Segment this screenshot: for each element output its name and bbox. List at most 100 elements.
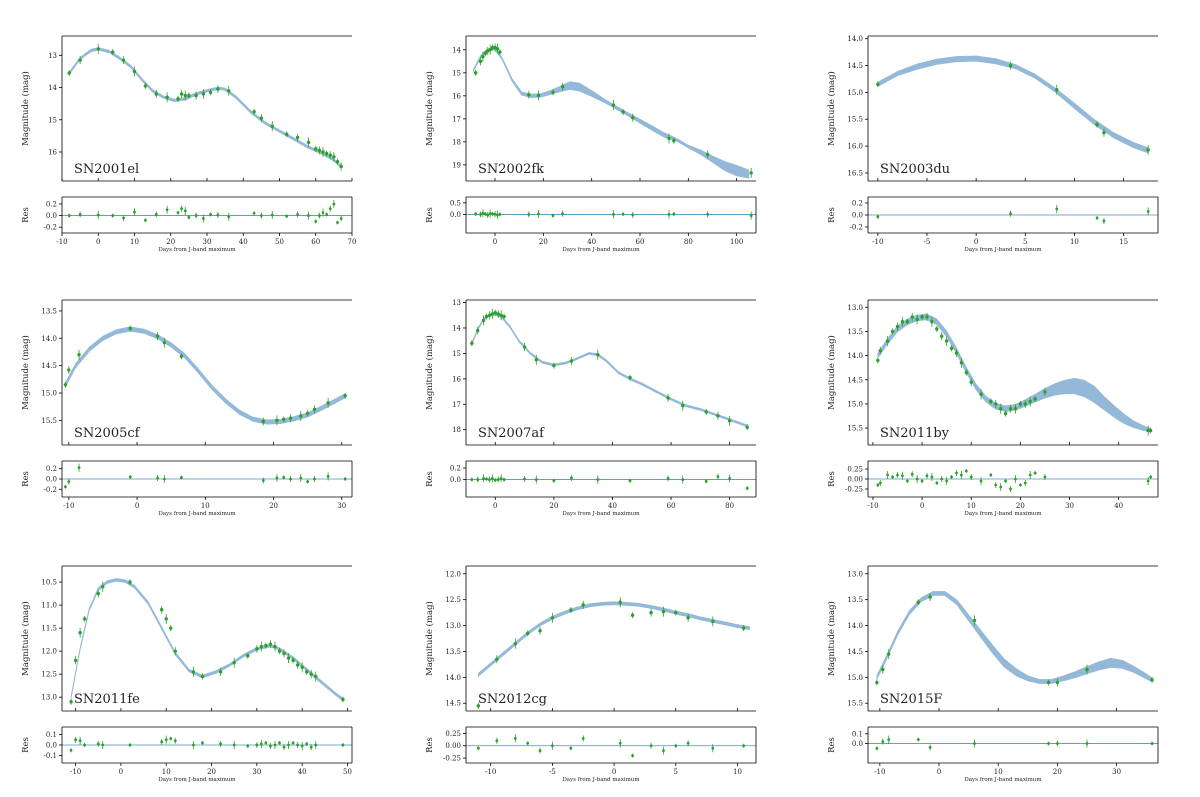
x-tick-label: -10 [56,238,67,246]
x-tick-label: -10 [485,768,496,776]
x-tick-label: 0 [493,238,497,246]
data-point [194,93,198,98]
sn-label: SN2001el [74,162,139,177]
residual-point [901,474,904,478]
data-point [1046,680,1051,685]
residual-point [1043,475,1047,479]
residual-point [570,476,573,480]
residual-point [470,478,474,481]
mag-tick-label: 15.5 [847,700,863,708]
mag-tick-label: 15.5 [41,417,57,425]
data-point [745,425,749,429]
panel-sn2005cf: 13.5 14.0 14.5 15.0 15.5 SN2005cf Magnitude (m… [20,299,353,517]
data-point [920,315,924,319]
residual-point [496,478,500,481]
data-point [275,418,279,423]
residual-point [930,475,934,479]
data-point [560,84,565,89]
residual-point [287,743,290,747]
x-tick-label: 20 [1053,768,1062,776]
data-point [999,407,1003,411]
data-point [77,353,81,357]
data-point [513,641,518,646]
data-point [321,150,325,154]
data-point [305,411,310,415]
data-point [1043,390,1047,394]
data-point [944,339,949,343]
data-point [1148,428,1153,433]
data-point [1055,88,1059,92]
residual-point [164,738,168,742]
x-tick-label: 0 [974,238,978,246]
residual-point [1146,210,1150,213]
data-point [484,314,489,319]
data-point [82,617,87,621]
residual-point [128,743,132,747]
res-tick-label: -0.2 [44,486,58,494]
res-tick-label: 0.0 [852,212,863,220]
residual-point [307,214,310,217]
residual-point [270,213,274,217]
data-point [552,363,556,368]
residual-point [332,202,336,206]
data-point [881,667,885,672]
data-point [1085,667,1089,672]
data-point [96,47,100,51]
data-point [596,352,600,357]
sn-label: SN2007af [478,426,545,441]
x-tick-label: 0 [612,768,616,776]
residual-point [916,738,920,742]
res-tick-label: 0.2 [46,465,57,473]
residual-point [896,473,899,477]
mag-tick-label: 12.5 [41,671,57,679]
model-band [477,601,751,677]
data-point [1008,407,1013,411]
mag-tick-label: 13.5 [847,596,863,604]
data-point [259,644,264,649]
x-tick-label: 30 [1112,768,1121,776]
x-tick-label: -5 [924,238,931,246]
mag-axis-label: Magnitude (mag) [826,601,837,676]
residual-point [621,212,625,216]
x-tick-label: 30 [337,502,346,510]
data-point [895,324,900,329]
res-tick-label: 0.2 [450,464,461,472]
residual-point [513,736,517,740]
residual-point [227,215,231,219]
x-axis-label: Days from J-band maximum [158,247,236,253]
x-tick-label: 0 [493,502,497,510]
res-axis-label: Res [21,471,31,487]
residual-point [474,212,478,216]
mag-tick-label: 18 [452,426,461,434]
data-point [495,657,499,661]
residual-point [1033,471,1037,475]
residual-point [326,475,330,478]
mag-tick-label: 18 [452,138,461,146]
residual-point [1014,477,1017,481]
data-point [264,643,268,648]
residual-point [305,742,309,746]
panel-sn2001el: 13 14 15 16 SN2001el Magnitude (mag) -0.2 0.0 0.… [20,35,356,253]
data-point [481,55,485,59]
x-axis-label: Days from J-band maximum [158,511,236,517]
x-tick-label: 10 [994,768,1003,776]
residual-point [313,477,316,481]
residual-point [490,477,494,480]
data-point [295,663,300,667]
residual-point [681,478,685,481]
x-tick-label: 10 [201,502,210,510]
residual-point [581,736,585,740]
residual-point [300,744,304,748]
data-point [569,608,573,612]
data-point [159,608,164,612]
mag-tick-label: 13.0 [41,694,57,702]
residual-point [476,746,480,750]
residual-point [69,748,73,752]
residual-point [209,213,213,216]
res-tick-label: 0.1 [46,731,57,739]
residual-point [667,213,671,216]
residual-point [128,475,132,479]
residual-point [1150,742,1154,745]
residual-point [485,477,488,481]
x-tick-label: 40 [608,502,617,510]
